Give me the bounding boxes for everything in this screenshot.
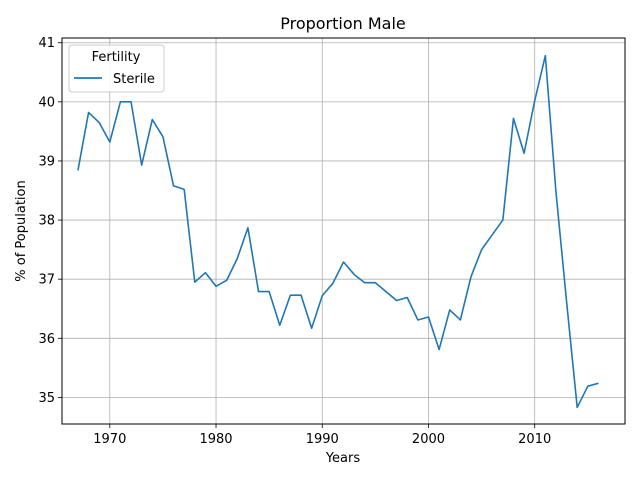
y-tick-label: 39 [38,154,55,169]
x-tick-label: 2000 [412,432,445,447]
x-axis-label: Years [325,451,361,466]
y-axis-ticks: 35 36 37 38 39 40 41 [38,36,62,406]
y-tick-label: 36 [38,332,55,347]
x-tick-label: 1990 [306,432,339,447]
y-tick-label: 35 [38,391,55,406]
legend: Fertility Sterile [68,44,165,93]
x-tick-label: 1970 [93,432,126,447]
legend-box [68,44,165,93]
x-tick-label: 2010 [518,432,551,447]
chart-title: Proportion Male [280,14,406,33]
y-axis-label: % of Population [14,180,29,281]
x-axis-ticks: 1970 1980 1990 2000 2010 [93,424,551,447]
x-tick-label: 1980 [199,432,232,447]
y-tick-label: 40 [38,95,55,110]
y-tick-label: 41 [38,36,55,51]
legend-title: Fertility [92,50,141,65]
y-tick-label: 37 [38,273,55,288]
y-tick-label: 38 [38,214,55,229]
plot-frame [61,37,626,425]
grid [62,38,625,424]
series-line-sterile [77,54,599,409]
legend-entry-sterile: Sterile [113,72,155,87]
series-layer [77,54,599,409]
